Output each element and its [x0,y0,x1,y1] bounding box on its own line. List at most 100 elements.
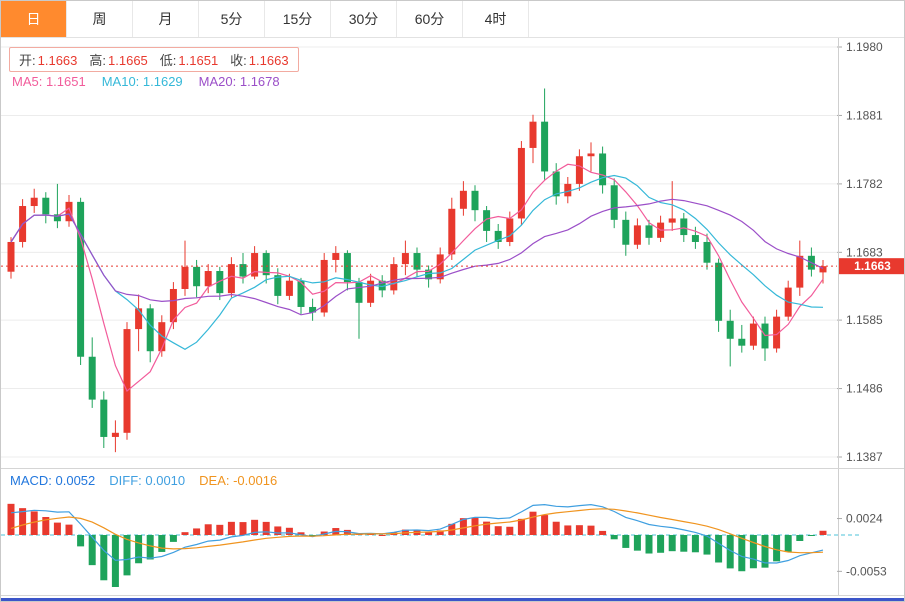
macd-bar [158,535,166,552]
macd-bar [668,535,676,552]
macd-bar [622,535,630,548]
candle-body [610,185,618,220]
macd-bar [436,530,444,535]
price-axis-label: 1.1980 [846,40,883,54]
macd-bar [819,530,827,535]
candle-body [42,197,50,215]
current-price-tag-label: 1.1663 [854,259,891,273]
macd-bar [749,535,757,569]
ma10-value: MA10: 1.1629 [101,74,183,89]
candle-body [239,264,247,277]
bottom-scroll-bar[interactable] [1,598,904,601]
macd-bar [135,535,143,564]
macd-bar [285,527,293,535]
candle-body [726,320,734,339]
candle-body [622,219,630,245]
macd-bar [53,522,61,535]
candle-body [471,190,479,211]
candle-body [181,266,189,289]
macd-axis-label: -0.0053 [846,564,887,578]
candle-body [320,259,328,313]
candle-body [355,282,363,303]
candle-body [738,338,746,346]
diff-value: DIFF: 0.0010 [109,473,186,488]
candle-body [297,280,305,307]
tab-timeframe-6[interactable]: 60分 [397,1,463,37]
close-label: 收: [230,53,247,68]
candle-body [517,147,525,219]
candle-body [773,316,781,349]
candle-body [204,271,212,287]
tab-timeframe-7[interactable]: 4时 [463,1,529,37]
macd-bar [726,535,734,569]
tab-timeframe-1[interactable]: 周 [67,1,133,37]
candle-body [483,210,491,231]
close-value: 1.1663 [248,53,289,68]
candle-body [587,153,595,157]
candle-body [645,225,653,238]
macd-bar [193,528,201,535]
macd-bar [773,535,781,562]
tab-timeframe-4[interactable]: 15分 [265,1,331,37]
candle-body [691,235,699,242]
macd-bar [703,535,711,555]
macd-axis-label: 0.0024 [846,512,883,526]
tab-timeframe-0[interactable]: 日 [1,1,67,37]
candle-body [343,253,351,283]
candle-body [100,399,108,437]
candle-body [749,323,757,346]
candle-body [703,241,711,263]
tab-timeframe-3[interactable]: 5分 [199,1,265,37]
candle-body [367,280,375,303]
candle-body [564,183,572,197]
low-label: 低: [159,53,177,68]
candle-body [77,201,85,357]
price-axis-label: 1.1387 [846,450,883,464]
macd-bar [204,524,212,535]
macd-bar [30,511,38,535]
macd-bar [343,529,351,535]
macd-bar [425,532,433,535]
candle-body [158,322,166,352]
macd-bar [19,508,27,535]
macd-bar [517,518,525,535]
macd-bar [216,524,224,535]
candle-body [309,306,317,313]
candle-body [390,264,398,291]
macd-bar [633,535,641,551]
macd-bar [65,524,73,535]
timeframe-tabbar: 日周月 5分 15分 30分 60分 4时 [1,1,904,38]
candle-body [193,266,201,287]
macd-bar [471,518,479,535]
price-axis-label: 1.1486 [846,382,883,396]
macd-bar [494,526,502,535]
macd-bar [459,518,467,535]
tab-timeframe-2[interactable]: 月 [133,1,199,37]
ma5-value: MA5: 1.1651 [12,74,86,89]
high-label: 高: [89,53,107,68]
macd-bar [691,535,699,553]
open-value: 1.1663 [37,53,78,68]
macd-bar [111,535,119,587]
macd-bar [483,521,491,535]
macd-bar [657,535,665,553]
tab-timeframe-5[interactable]: 30分 [331,1,397,37]
macd-bar [541,515,549,535]
macd-bar [274,526,282,535]
candle-body [819,266,827,273]
macd-bar [146,535,154,560]
candle-body [88,356,96,400]
ohlc-low: 低: 1.1651 [160,50,218,69]
macd-bar [297,532,305,535]
ma20-line [10,198,824,316]
macd-bar [169,535,177,542]
candle-body [285,280,293,296]
ma5-line [10,163,824,392]
candle-body [459,190,467,209]
candle-body [448,208,456,255]
candle-body [216,271,224,294]
candle-body [169,288,177,323]
candle-body [529,121,537,148]
candle-body [436,254,444,280]
